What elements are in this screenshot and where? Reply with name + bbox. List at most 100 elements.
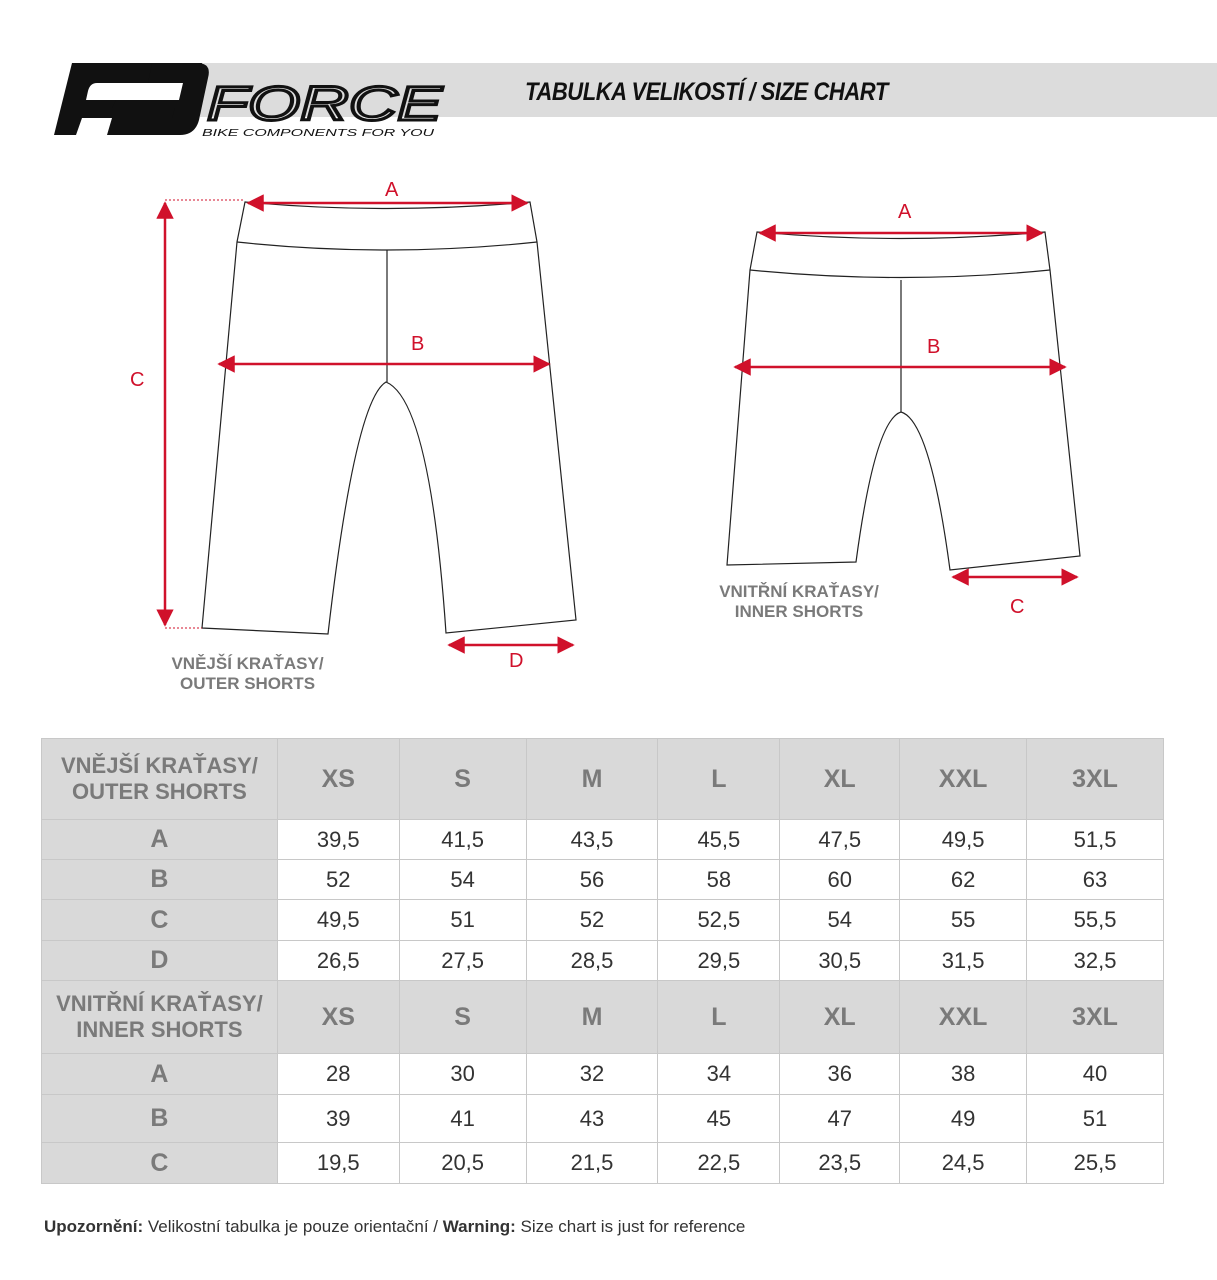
section-title-line: VNITŘNÍ KRAŤASY/ bbox=[56, 991, 263, 1016]
inner-label-a: A bbox=[898, 201, 912, 223]
caption-line: INNER SHORTS bbox=[734, 602, 864, 621]
measure-value: 21,5 bbox=[525, 1142, 659, 1184]
measure-label: C bbox=[41, 1142, 278, 1184]
measure-label: B bbox=[41, 859, 278, 900]
size-header: S bbox=[398, 980, 527, 1054]
size-header: XL bbox=[779, 980, 901, 1054]
size-header: M bbox=[525, 980, 659, 1054]
measure-value: 28 bbox=[276, 1053, 400, 1095]
table-row: A 28 30 32 34 36 38 40 bbox=[41, 1053, 1164, 1095]
measure-value: 26,5 bbox=[276, 940, 400, 981]
measure-value: 54 bbox=[398, 859, 527, 900]
inner-label-c: C bbox=[1010, 596, 1024, 618]
measure-value: 32,5 bbox=[1026, 940, 1164, 981]
measure-value: 30,5 bbox=[779, 940, 901, 981]
measure-value: 38 bbox=[899, 1053, 1028, 1095]
size-header: XS bbox=[276, 980, 400, 1054]
outer-label-b: B bbox=[411, 333, 424, 355]
caption-line: VNITŘNÍ KRAŤASY/ bbox=[719, 582, 879, 601]
measure-label: B bbox=[41, 1094, 278, 1143]
measure-value: 56 bbox=[525, 859, 659, 900]
outer-label-a: A bbox=[385, 179, 399, 201]
table-row: C 19,5 20,5 21,5 22,5 23,5 24,5 25,5 bbox=[41, 1142, 1164, 1184]
inner-header-row: VNITŘNÍ KRAŤASY/INNER SHORTS XS S M L XL XXL 3X… bbox=[41, 980, 1164, 1054]
warning-cz-text: Velikostní tabulka je pouze orientační / bbox=[143, 1217, 443, 1236]
inner-shorts-caption: VNITŘNÍ KRAŤASY/ INNER SHORTS bbox=[700, 582, 898, 622]
measure-value: 20,5 bbox=[398, 1142, 527, 1184]
caption-line: VNĚJŠÍ KRAŤASY/ bbox=[171, 654, 324, 673]
section-title-line: INNER SHORTS bbox=[76, 1017, 243, 1042]
size-table: VNĚJŠÍ KRAŤASY/OUTER SHORTS XS S M L XL XXL 3XL… bbox=[41, 738, 1164, 1184]
measure-value: 32 bbox=[525, 1053, 659, 1095]
page-title: TABULKA VELIKOSTÍ / SIZE CHART bbox=[525, 78, 888, 106]
warning-note: Upozornění: Velikostní tabulka je pouze … bbox=[44, 1217, 745, 1237]
measure-value: 36 bbox=[779, 1053, 901, 1095]
measure-value: 45,5 bbox=[657, 819, 781, 860]
size-header: M bbox=[525, 738, 659, 820]
measure-value: 51,5 bbox=[1026, 819, 1164, 860]
measure-value: 62 bbox=[899, 859, 1028, 900]
measure-value: 39 bbox=[276, 1094, 400, 1143]
measure-value: 25,5 bbox=[1026, 1142, 1164, 1184]
measure-value: 63 bbox=[1026, 859, 1164, 900]
measure-value: 55 bbox=[899, 899, 1028, 941]
logo-wordmark: FORCE bbox=[207, 78, 443, 131]
measure-value: 47,5 bbox=[779, 819, 901, 860]
measure-value: 24,5 bbox=[899, 1142, 1028, 1184]
size-header: XXL bbox=[899, 980, 1028, 1054]
measure-value: 52 bbox=[525, 899, 659, 941]
table-row: B 52 54 56 58 60 62 63 bbox=[41, 859, 1164, 900]
header-band bbox=[200, 63, 1217, 117]
logo-tagline: BIKE COMPONENTS FOR YOU bbox=[202, 128, 435, 139]
section-title-line: VNĚJŠÍ KRAŤASY/ bbox=[60, 753, 258, 778]
measure-label: D bbox=[41, 940, 278, 981]
outer-shorts-caption: VNĚJŠÍ KRAŤASY/ OUTER SHORTS bbox=[150, 654, 345, 694]
measure-value: 40 bbox=[1026, 1053, 1164, 1095]
measure-value: 45 bbox=[657, 1094, 781, 1143]
measure-value: 49 bbox=[899, 1094, 1028, 1143]
measure-value: 27,5 bbox=[398, 940, 527, 981]
measure-value: 52,5 bbox=[657, 899, 781, 941]
section-title-line: OUTER SHORTS bbox=[72, 779, 247, 804]
size-header: 3XL bbox=[1026, 980, 1164, 1054]
inner-label-b: B bbox=[927, 336, 940, 358]
inner-shorts-drawing bbox=[726, 231, 1081, 571]
outer-header-row: VNĚJŠÍ KRAŤASY/OUTER SHORTS XS S M L XL XXL 3XL bbox=[41, 738, 1164, 820]
size-header: S bbox=[398, 738, 527, 820]
measure-value: 52 bbox=[276, 859, 400, 900]
measure-value: 31,5 bbox=[899, 940, 1028, 981]
caption-line: OUTER SHORTS bbox=[179, 674, 316, 693]
measure-value: 39,5 bbox=[276, 819, 400, 860]
measure-value: 60 bbox=[779, 859, 901, 900]
measure-value: 34 bbox=[657, 1053, 781, 1095]
measure-value: 49,5 bbox=[899, 819, 1028, 860]
inner-section-title: VNITŘNÍ KRAŤASY/INNER SHORTS bbox=[41, 980, 278, 1054]
measure-label: C bbox=[41, 899, 278, 941]
measure-value: 43 bbox=[525, 1094, 659, 1143]
measure-value: 49,5 bbox=[276, 899, 400, 941]
shorts-diagrams: A B C D A B C bbox=[130, 179, 1081, 672]
measure-value: 55,5 bbox=[1026, 899, 1164, 941]
outer-label-d: D bbox=[509, 650, 523, 672]
measure-value: 28,5 bbox=[525, 940, 659, 981]
measure-value: 51 bbox=[398, 899, 527, 941]
table-row: A 39,5 41,5 43,5 45,5 47,5 49,5 51,5 bbox=[41, 819, 1164, 860]
measure-value: 22,5 bbox=[657, 1142, 781, 1184]
measure-value: 47 bbox=[779, 1094, 901, 1143]
warning-en-text: Size chart is just for reference bbox=[515, 1217, 746, 1236]
table-row: C 49,5 51 52 52,5 54 55 55,5 bbox=[41, 899, 1164, 941]
outer-section-title: VNĚJŠÍ KRAŤASY/OUTER SHORTS bbox=[41, 738, 278, 820]
size-header: L bbox=[657, 738, 781, 820]
measure-value: 19,5 bbox=[276, 1142, 400, 1184]
size-header: L bbox=[657, 980, 781, 1054]
measure-value: 30 bbox=[398, 1053, 527, 1095]
warning-cz-label: Upozornění: bbox=[44, 1217, 144, 1236]
measure-value: 41 bbox=[398, 1094, 527, 1143]
measure-value: 58 bbox=[657, 859, 781, 900]
warning-en-label: Warning: bbox=[442, 1217, 516, 1236]
size-header: XL bbox=[779, 738, 901, 820]
outer-label-c: C bbox=[130, 369, 144, 391]
size-header: 3XL bbox=[1026, 738, 1164, 820]
outer-shorts-drawing bbox=[201, 201, 577, 635]
measure-value: 51 bbox=[1026, 1094, 1164, 1143]
